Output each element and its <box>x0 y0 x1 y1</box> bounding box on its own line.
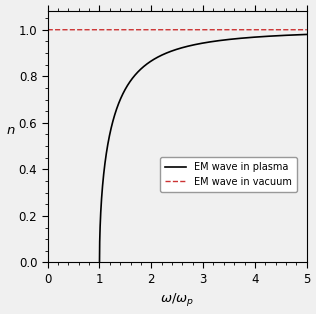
EM wave in plasma <box>305 33 309 36</box>
EM wave in plasma <box>188 44 192 48</box>
EM wave in plasma <box>186 44 190 48</box>
X-axis label: $\omega/\omega_p$: $\omega/\omega_p$ <box>160 291 194 308</box>
EM wave in vacuum <box>214 28 218 32</box>
Y-axis label: $n$: $n$ <box>6 124 15 137</box>
EM wave in plasma <box>139 68 143 71</box>
EM wave in plasma <box>98 261 101 264</box>
EM wave in vacuum <box>145 28 149 32</box>
EM wave in plasma <box>127 82 131 85</box>
Line: EM wave in plasma: EM wave in plasma <box>100 35 307 263</box>
EM wave in vacuum <box>259 28 263 32</box>
EM wave in vacuum <box>201 28 205 32</box>
EM wave in vacuum <box>93 28 97 32</box>
EM wave in vacuum <box>305 28 309 32</box>
EM wave in vacuum <box>46 28 50 32</box>
EM wave in plasma <box>239 36 242 40</box>
EM wave in plasma <box>202 41 206 45</box>
Legend: EM wave in plasma, EM wave in vacuum: EM wave in plasma, EM wave in vacuum <box>160 157 297 192</box>
EM wave in vacuum <box>239 28 243 32</box>
